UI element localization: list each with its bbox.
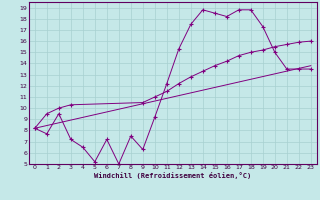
X-axis label: Windchill (Refroidissement éolien,°C): Windchill (Refroidissement éolien,°C) xyxy=(94,172,252,179)
